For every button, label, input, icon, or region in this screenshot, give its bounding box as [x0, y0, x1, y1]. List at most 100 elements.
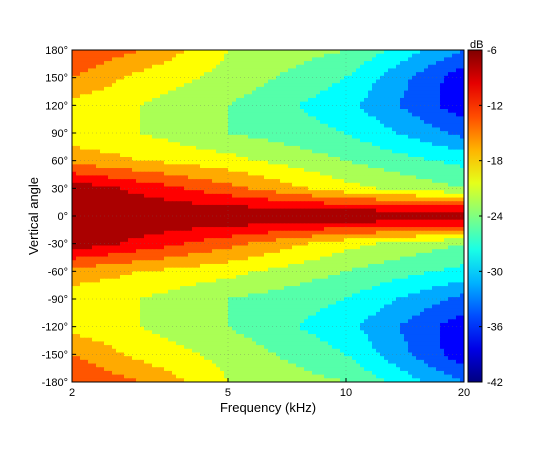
contour-cell [104, 68, 109, 73]
contour-cell [296, 160, 301, 165]
contour-cell [344, 127, 349, 132]
contour-cell [256, 116, 261, 121]
contour-cell [172, 138, 177, 143]
contour-cell [128, 50, 133, 55]
contour-cell [152, 186, 157, 191]
contour-cell [444, 79, 449, 84]
contour-cell [144, 156, 149, 162]
contour-cell [456, 201, 461, 206]
contour-cell [236, 208, 241, 213]
contour-cell [432, 112, 437, 117]
contour-cell [200, 138, 205, 143]
contour-cell [432, 61, 437, 66]
contour-cell [324, 90, 329, 95]
contour-cell [108, 234, 113, 239]
contour-cell [292, 53, 297, 58]
contour-cell [300, 134, 305, 140]
contour-cell [388, 50, 393, 55]
contour-cell [352, 57, 357, 62]
contour-cell [156, 186, 161, 191]
contour-cell [420, 193, 425, 199]
contour-cell [92, 168, 97, 173]
contour-cell [344, 216, 349, 221]
contour-cell [320, 230, 325, 236]
contour-cell [320, 86, 325, 92]
contour-cell [304, 112, 309, 117]
contour-cell [448, 197, 453, 202]
contour-cell [328, 153, 333, 158]
contour-cell [88, 131, 93, 136]
contour-cell [308, 53, 313, 58]
contour-cell [324, 123, 329, 129]
contour-cell [156, 227, 161, 232]
contour-cell [160, 216, 165, 221]
contour-cell [172, 123, 177, 129]
contour-cell [456, 64, 461, 70]
contour-cell [364, 197, 369, 202]
contour-cell [72, 160, 77, 165]
contour-cell [360, 94, 365, 99]
contour-cell [252, 138, 257, 143]
contour-cell [324, 50, 329, 55]
contour-cell [408, 109, 413, 114]
contour-cell [196, 230, 201, 236]
contour-cell [256, 227, 261, 232]
contour-cell [256, 101, 261, 106]
contour-cell [204, 127, 209, 132]
contour-cell [456, 168, 461, 173]
contour-cell [112, 86, 117, 92]
contour-cell [424, 101, 429, 106]
contour-cell [428, 208, 433, 213]
contour-cell [400, 164, 405, 169]
contour-cell [216, 234, 221, 239]
contour-cell [236, 86, 241, 92]
contour-cell [284, 134, 289, 140]
contour-cell [116, 79, 121, 84]
contour-cell [348, 86, 353, 92]
contour-cell [404, 168, 409, 173]
contour-cell [312, 179, 317, 184]
contour-cell [80, 101, 85, 106]
contour-cell [324, 134, 329, 140]
contour-cell [148, 179, 153, 184]
contour-cell [148, 79, 153, 84]
contour-cell [232, 230, 237, 236]
contour-cell [80, 86, 85, 92]
contour-cell [216, 212, 221, 217]
contour-cell [172, 149, 177, 154]
contour-cell [108, 120, 113, 125]
contour-cell [88, 116, 93, 121]
contour-cell [288, 83, 293, 88]
contour-cell [316, 149, 321, 154]
contour-cell [136, 197, 141, 202]
contour-cell [276, 50, 281, 55]
contour-cell [236, 61, 241, 66]
contour-cell [444, 149, 449, 154]
contour-cell [120, 86, 125, 92]
contour-cell [392, 131, 397, 136]
contour-cell [104, 201, 109, 206]
contour-cell [260, 53, 265, 58]
contour-cell [140, 57, 145, 62]
contour-cell [400, 212, 405, 217]
contour-cell [152, 179, 157, 184]
contour-cell [436, 120, 441, 125]
contour-cell [408, 153, 413, 158]
contour-cell [96, 179, 101, 184]
contour-cell [200, 212, 205, 217]
contour-cell [180, 175, 185, 180]
contour-cell [72, 204, 77, 210]
contour-cell [88, 53, 93, 58]
contour-cell [420, 105, 425, 110]
contour-cell [264, 97, 269, 103]
contour-cell [372, 86, 377, 92]
contour-cell [404, 212, 409, 217]
contour-cell [292, 79, 297, 84]
contour-cell [456, 204, 461, 210]
contour-cell [152, 175, 157, 180]
contour-cell [456, 131, 461, 136]
contour-cell [80, 57, 85, 62]
contour-cell [184, 186, 189, 191]
contour-cell [416, 112, 421, 117]
contour-cell [228, 149, 233, 154]
